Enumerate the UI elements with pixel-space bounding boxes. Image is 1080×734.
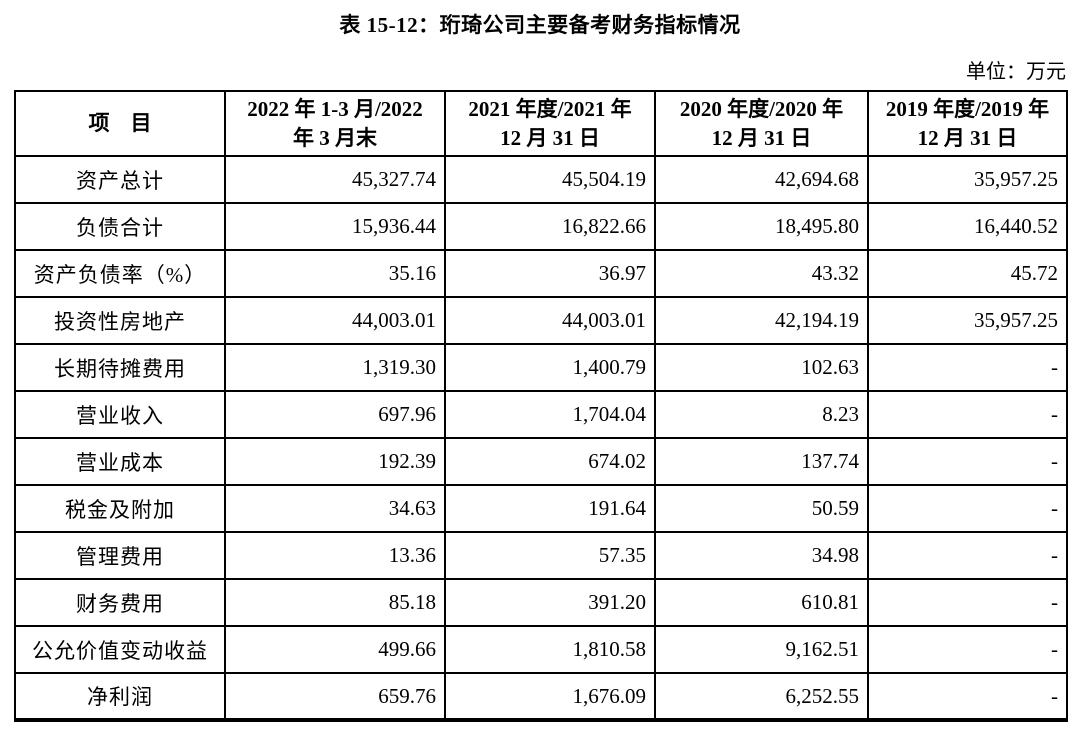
row-label: 营业收入	[14, 390, 226, 439]
row-label: 财务费用	[14, 578, 226, 627]
value-cell: 45,504.19	[444, 155, 656, 204]
table-row: 公允价值变动收益 499.66 1,810.58 9,162.51-	[14, 625, 1068, 674]
value-cell: 42,694.68	[654, 155, 869, 204]
table-row: 投资性房地产 44,003.01 44,003.01 42,194.19 35,957.…	[14, 296, 1068, 345]
value-cell: 85.18	[224, 578, 446, 627]
value-cell: 697.96	[224, 390, 446, 439]
value-cell: 1,319.30	[224, 343, 446, 392]
table-row: 管理费用 13.36 57.35 34.98-	[14, 531, 1068, 580]
row-label: 资产负债率（%）	[14, 249, 226, 298]
value-cell: -	[867, 484, 1068, 533]
table-body: 资产总计 45,327.74 45,504.19 42,694.68 35,957.25…	[14, 155, 1068, 722]
value-cell: 610.81	[654, 578, 869, 627]
value-cell: 34.63	[224, 484, 446, 533]
value-cell: 36.97	[444, 249, 656, 298]
value-cell: 13.36	[224, 531, 446, 580]
row-label: 长期待摊费用	[14, 343, 226, 392]
value-cell: -	[867, 343, 1068, 392]
value-cell: -	[867, 531, 1068, 580]
row-label: 税金及附加	[14, 484, 226, 533]
value-cell: 35,957.25	[867, 155, 1068, 204]
value-cell: 191.64	[444, 484, 656, 533]
value-cell: 9,162.51	[654, 625, 869, 674]
value-cell: 137.74	[654, 437, 869, 486]
row-label: 负债合计	[14, 202, 226, 251]
value-cell: -	[867, 625, 1068, 674]
value-cell: 8.23	[654, 390, 869, 439]
value-cell: 44,003.01	[444, 296, 656, 345]
value-cell: 43.32	[654, 249, 869, 298]
value-cell: 1,400.79	[444, 343, 656, 392]
row-label: 公允价值变动收益	[14, 625, 226, 674]
value-cell: 50.59	[654, 484, 869, 533]
table-row: 财务费用 85.18 391.20 610.81-	[14, 578, 1068, 627]
table-row: 负债合计 15,936.44 16,822.66 18,495.80 16,440.52	[14, 202, 1068, 251]
page-title: 表 15-12：珩琦公司主要备考财务指标情况	[339, 13, 741, 37]
value-cell: 192.39	[224, 437, 446, 486]
value-cell: 499.66	[224, 625, 446, 674]
table-row: 营业成本 192.39 674.02 137.74-	[14, 437, 1068, 486]
table-row: 税金及附加 34.63 191.64 50.59-	[14, 484, 1068, 533]
header-cell: 2019 年度/2019 年 12 月 31 日	[867, 90, 1068, 157]
value-cell: 18,495.80	[654, 202, 869, 251]
value-cell: 44,003.01	[224, 296, 446, 345]
value-cell: -	[867, 437, 1068, 486]
value-cell: 16,440.52	[867, 202, 1068, 251]
table-row: 营业收入 697.96 1,704.04 8.23-	[14, 390, 1068, 439]
value-cell: 6,252.55	[654, 672, 869, 722]
row-label: 净利润	[14, 672, 226, 722]
financial-table: 项 目 2022 年 1-3 月/2022 年 3 月末 2021 年度/2021 …	[14, 90, 1068, 722]
table-row: 长期待摊费用 1,319.30 1,400.79 102.63-	[14, 343, 1068, 392]
value-cell: 1,704.04	[444, 390, 656, 439]
header-cell: 项 目	[14, 90, 226, 157]
value-cell: 1,676.09	[444, 672, 656, 722]
value-cell: 34.98	[654, 531, 869, 580]
row-label: 资产总计	[14, 155, 226, 204]
value-cell: -	[867, 390, 1068, 439]
value-cell: -	[867, 578, 1068, 627]
value-cell: 45.72	[867, 249, 1068, 298]
header-row: 项 目 2022 年 1-3 月/2022 年 3 月末 2021 年度/2021 …	[14, 90, 1068, 157]
value-cell: 1,810.58	[444, 625, 656, 674]
value-cell: 15,936.44	[224, 202, 446, 251]
header-cell: 2020 年度/2020 年 12 月 31 日	[654, 90, 869, 157]
value-cell: 102.63	[654, 343, 869, 392]
unit-label: 单位：万元	[966, 61, 1066, 83]
value-cell: 674.02	[444, 437, 656, 486]
value-cell: 16,822.66	[444, 202, 656, 251]
row-label: 管理费用	[14, 531, 226, 580]
table-row: 资产总计 45,327.74 45,504.19 42,694.68 35,957.25	[14, 155, 1068, 204]
value-cell: 35,957.25	[867, 296, 1068, 345]
value-cell: 659.76	[224, 672, 446, 722]
header-cell: 2021 年度/2021 年 12 月 31 日	[444, 90, 656, 157]
table-row: 净利润 659.76 1,676.09 6,252.55-	[14, 672, 1068, 722]
row-label: 营业成本	[14, 437, 226, 486]
value-cell: -	[867, 672, 1068, 722]
row-label: 投资性房地产	[14, 296, 226, 345]
value-cell: 35.16	[224, 249, 446, 298]
table-row: 资产负债率（%） 35.16 36.97 43.32 45.72	[14, 249, 1068, 298]
value-cell: 42,194.19	[654, 296, 869, 345]
value-cell: 45,327.74	[224, 155, 446, 204]
header-cell: 2022 年 1-3 月/2022 年 3 月末	[224, 90, 446, 157]
value-cell: 391.20	[444, 578, 656, 627]
value-cell: 57.35	[444, 531, 656, 580]
